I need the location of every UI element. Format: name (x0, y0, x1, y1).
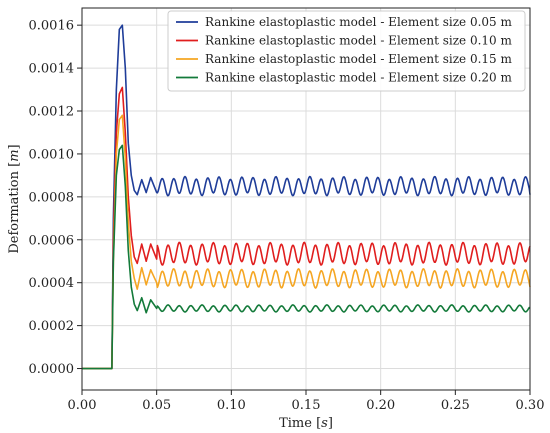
y-tick-labels: 0.0000 0.0002 0.0004 0.0006 0.0008 0.0010 0.00… (29, 19, 75, 377)
x-tick-label: 0.30 (516, 398, 545, 413)
series-line-2 (82, 86, 531, 370)
x-axis-label-unit: s (321, 416, 328, 431)
x-axis-label-bracket-close: ] (328, 416, 333, 431)
y-tick-label: 0.0012 (29, 105, 75, 120)
y-tick-label: 0.0000 (29, 362, 75, 377)
x-tick-label: 0.20 (366, 398, 395, 413)
x-tick-label: 0.15 (292, 398, 321, 413)
legend-entries: Rankine elastoplastic model - Element si… (176, 15, 512, 85)
legend-label: Rankine elastoplastic model - Element si… (205, 15, 512, 29)
legend-label: Rankine elastoplastic model - Element si… (205, 34, 512, 48)
series-line-1 (82, 24, 531, 370)
x-axis-label-bracket-open: [ (316, 416, 321, 431)
y-tick-label: 0.0008 (29, 190, 75, 205)
x-tick-label: 0.00 (68, 398, 97, 413)
x-tick-label: 0.25 (441, 398, 470, 413)
legend-label: Rankine elastoplastic model - Element si… (205, 52, 512, 66)
y-tick-label: 0.0010 (29, 147, 75, 162)
y-tick-label: 0.0004 (29, 276, 75, 291)
x-tick-label: 0.05 (142, 398, 171, 413)
x-tick-labels: 0.00 0.05 0.10 0.15 0.20 0.25 0.30 (68, 398, 545, 413)
ticks (77, 24, 531, 395)
y-tick-label: 0.0014 (29, 62, 75, 77)
legend-label: Rankine elastoplastic model - Element si… (205, 71, 512, 85)
y-tick-label: 0.0016 (29, 19, 75, 34)
y-axis-label-unit: m (7, 149, 22, 161)
y-axis-label-text: Deformation (7, 167, 22, 254)
x-axis-label-text: Time (279, 416, 316, 431)
y-tick-label: 0.0006 (29, 233, 75, 248)
y-axis-label-bracket-open: [ (7, 162, 22, 167)
y-axis-label-bracket-close: ] (7, 144, 22, 149)
legend: Rankine elastoplastic model - Element si… (167, 10, 526, 92)
x-axis-label: Time [s] (279, 416, 333, 431)
legend-box (167, 10, 526, 92)
series-line-3 (82, 114, 531, 370)
y-tick-label: 0.0002 (29, 319, 75, 334)
series-layer (82, 24, 531, 370)
x-tick-label: 0.10 (217, 398, 246, 413)
series-line-4 (82, 144, 531, 370)
y-axis-label: Deformation [m] (7, 144, 22, 253)
